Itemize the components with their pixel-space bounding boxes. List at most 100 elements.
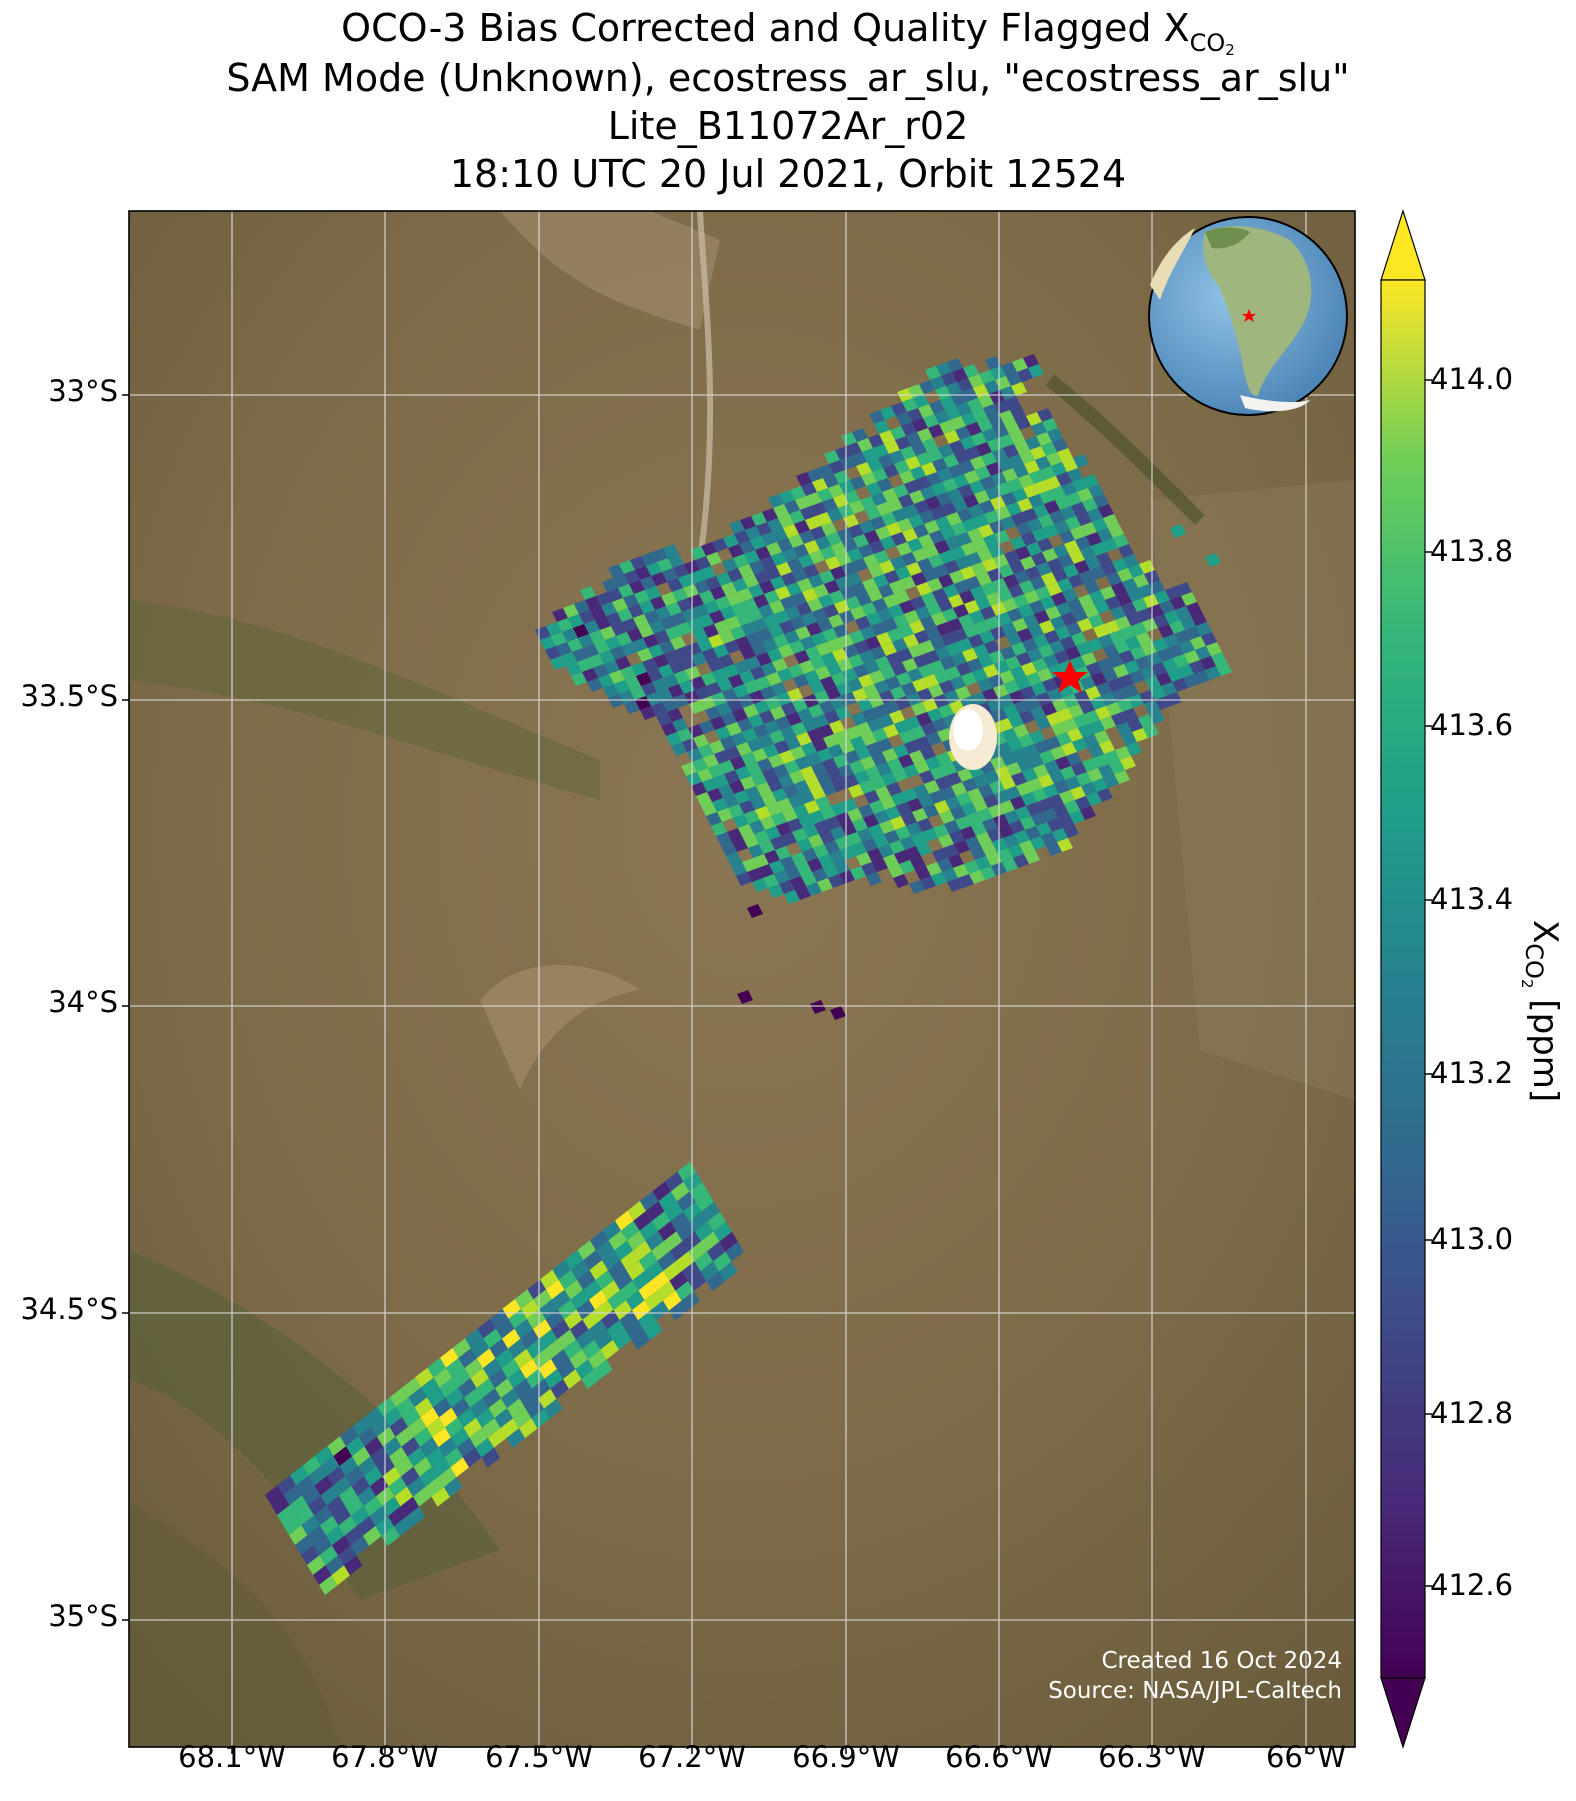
sounding-cell [977,808,993,822]
sounding-cell [663,1261,682,1281]
sounding-cell [1042,808,1058,822]
sounding-cell [781,572,797,586]
sounding-cell [719,1231,738,1252]
sounding-cell [451,1427,470,1448]
sounding-cell [646,1201,665,1221]
sounding-cell [762,768,778,782]
sounding-cell [771,682,787,696]
sounding-cell [463,1447,482,1468]
sounding-cell [971,432,987,446]
sounding-cell [780,726,796,740]
sounding-cell [558,1269,577,1290]
sounding-cell [1024,850,1040,864]
sounding-cell [951,522,967,536]
sounding-cell [706,812,722,826]
sounding-cell [868,824,884,838]
sounding-cell [777,668,793,682]
sounding-cell [610,646,626,660]
sounding-cell [1091,542,1107,556]
created-date-note: Created 16 Oct 2024 [1101,1648,1342,1674]
sounding-cell [866,482,882,496]
sounding-cell [795,886,811,900]
sounding-cell [740,516,756,530]
sounding-cell [1009,430,1025,444]
sounding-cell [992,448,1008,462]
sounding-cell [325,1555,344,1576]
sounding-cell [993,684,1009,698]
sounding-cell [881,772,897,786]
sounding-cell [706,552,722,566]
sounding-cell [994,400,1010,414]
sounding-cell [625,676,641,690]
sounding-cell [853,664,869,678]
sounding-cell [904,480,920,494]
sounding-cell [732,708,748,722]
sounding-cell [899,470,915,484]
sounding-cell [896,412,912,426]
lat-label: 34.5°S [20,1292,118,1326]
sounding-cell [809,680,825,694]
sounding-cell [693,604,709,618]
sounding-cell [832,648,848,662]
sounding-cell [551,632,567,646]
sounding-cell [1042,418,1058,432]
sounding-cell [718,654,734,668]
sounding-cell [822,758,838,772]
sounding-cell [932,458,948,472]
sounding-cell [389,1417,408,1437]
sounding-cell [664,650,680,664]
sounding-cell [889,450,905,464]
sounding-cell [760,816,776,830]
sounding-cell [850,606,866,620]
sounding-cell [1080,806,1096,820]
sounding-cell [877,738,893,752]
sounding-cell [998,824,1014,838]
sounding-cell [1101,562,1117,576]
sounding-cell [821,782,837,796]
sounding-cell [894,460,910,474]
sounding-cell [413,1457,432,1477]
sounding-cell [862,578,878,592]
sounding-cell [464,1358,483,1378]
sounding-cell [358,1456,377,1477]
sounding-cell [1205,553,1221,567]
sounding-cell [876,502,892,516]
sounding-cell [795,756,811,770]
sounding-cell [1118,544,1134,558]
sounding-cell [751,642,767,656]
sounding-cell [833,494,849,508]
sounding-cell [886,782,902,796]
sounding-cell [960,566,976,580]
sounding-cell [930,506,946,520]
sounding-cell [295,1505,314,1526]
sounding-cell [837,528,853,542]
sounding-cell [1103,774,1119,788]
sounding-cell [613,574,629,588]
sounding-cell [932,588,948,602]
sounding-cell [1053,804,1069,818]
sounding-cell [661,592,677,606]
sounding-cell [790,746,806,760]
sounding-cell [627,1201,646,1221]
sounding-cell [934,670,950,684]
sounding-cell [1116,722,1132,736]
sounding-cell [546,1279,565,1300]
sounding-cell [992,838,1008,852]
sounding-cell [821,652,837,666]
sounding-cell [620,1280,639,1301]
sounding-cell [1061,742,1077,756]
sounding-cell [631,1330,650,1350]
sounding-cell [514,1319,533,1339]
sounding-cell [703,754,719,768]
sounding-cell [810,786,826,800]
sounding-cell [802,588,818,602]
sounding-cell [1070,786,1086,800]
sounding-cell [672,588,688,602]
sounding-cell [820,806,836,820]
sounding-cell [875,786,891,800]
sounding-cell [644,610,660,624]
sounding-cell [969,870,985,884]
sounding-cell [819,700,835,714]
sounding-cell [332,1535,351,1556]
sounding-cell [301,1545,320,1565]
